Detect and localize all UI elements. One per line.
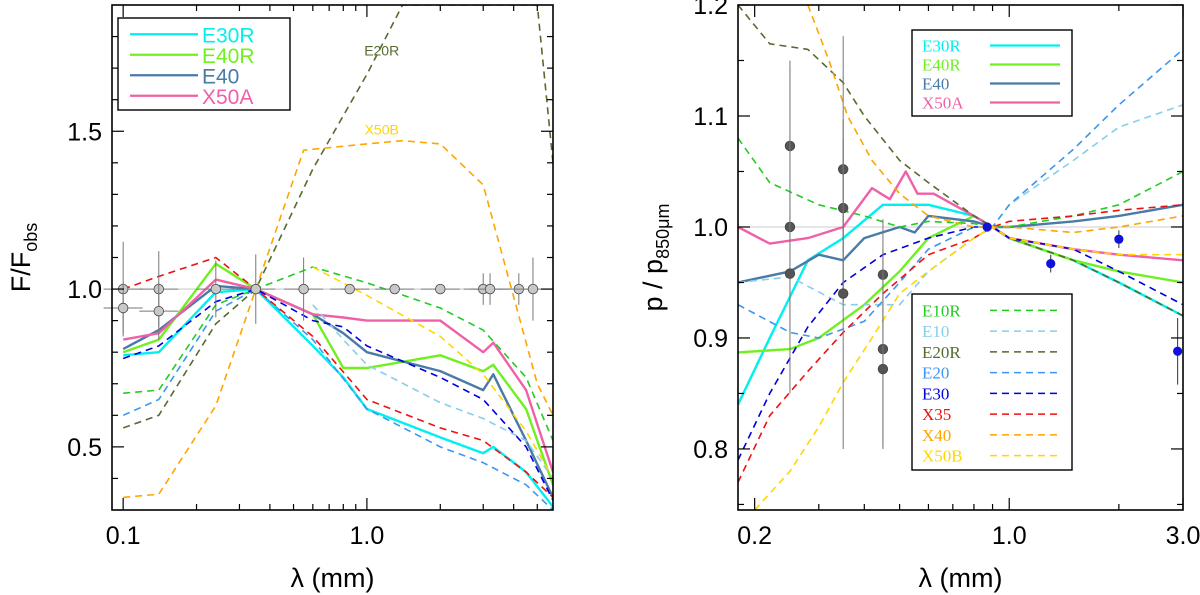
data-point (784, 268, 796, 279)
y-axis-label-subscript: obs (21, 223, 41, 252)
legend-box (911, 293, 1073, 471)
data-point (837, 288, 849, 299)
series-line-e10 (312, 304, 553, 479)
right-chart-panel: 0.2 1.0 3.0 0.8 0.9 1.0 1.1 1.2 λ (mm) p / p850μm… (638, 0, 1200, 593)
legend-label-e10: E10 (922, 322, 949, 341)
series-line-e30 (122, 288, 553, 501)
observations (784, 36, 1183, 449)
y-tick-label: 1.0 (693, 214, 728, 242)
y-axis-label: F/Fobs (6, 223, 41, 293)
data-point (153, 305, 164, 317)
data-point (250, 283, 261, 295)
x-tick-label: 3.0 (1166, 522, 1200, 550)
plot-area (738, 5, 1183, 510)
y-tick-label: 1.5 (67, 118, 102, 146)
series-line-e20r (122, 5, 553, 429)
annotation-e20r: E20R (364, 43, 399, 59)
legend-label-x35: X35 (922, 405, 951, 424)
legend-label-x40: X40 (922, 426, 951, 445)
legend-label-e40r: E40R (202, 45, 255, 68)
annotation-x50b: X50B (365, 121, 399, 137)
data-point (298, 283, 309, 295)
legend-label-x50a: X50A (922, 94, 964, 113)
ticks: 0.2 1.0 3.0 0.8 0.9 1.0 1.1 1.2 (693, 0, 1200, 550)
x-tick-label: 0.2 (737, 522, 772, 550)
series-line-e20r (738, 5, 1183, 317)
x-tick-label: 1.0 (350, 522, 385, 550)
data-point (389, 283, 400, 295)
y-axis-label-main: p / p (638, 259, 668, 312)
x-tick-label: 1.0 (992, 522, 1027, 550)
data-point (117, 302, 129, 314)
series-line-e10r (738, 137, 1183, 228)
legend-label-x50a: X50A (202, 86, 253, 109)
series-line-x35 (738, 204, 1183, 483)
left-chart-panel: 0.1 1.00.51.01.5λ (mm)F/FobsE20RX50BE30RE… (6, 4, 554, 593)
y-tick-label: 1.0 (67, 276, 102, 304)
series-line-e40r (738, 214, 1183, 354)
legend-label-e20: E20 (922, 364, 949, 383)
data-point (344, 283, 355, 295)
series-line-x40 (123, 139, 553, 499)
series-line-x40 (807, 5, 1183, 234)
legend-label-x50b: X50B (922, 447, 963, 466)
legend-label-e30: E30 (922, 384, 949, 403)
series-line-e30r (123, 287, 553, 508)
data-point (484, 283, 496, 295)
series-line-e40r (122, 262, 553, 486)
series-line-x50b (754, 226, 1183, 510)
y-axis-label-main: F/F (6, 252, 36, 293)
series-line-e10r (123, 266, 553, 441)
series-line-e20 (122, 288, 553, 510)
y-tick-label: 0.5 (67, 434, 102, 462)
data-point (1173, 346, 1183, 356)
series-line-x35 (122, 256, 553, 498)
legend-label-e20r: E20R (922, 343, 961, 362)
y-tick-label: 0.8 (693, 436, 728, 464)
x-axis-label: λ (mm) (291, 563, 375, 593)
series-line-x50a (122, 278, 553, 473)
y-axis-label-subscript: 850μm (653, 204, 673, 259)
data-point (877, 363, 889, 375)
y-tick-label: 1.1 (693, 103, 728, 131)
data-point (210, 283, 222, 295)
legend-label-e30r: E30R (202, 24, 255, 47)
legend-label-e40: E40 (922, 75, 949, 94)
legend-label-e10r: E10R (922, 301, 961, 320)
data-point (1114, 234, 1124, 244)
axis-frame (737, 4, 1184, 511)
legend-label-e40: E40 (202, 65, 239, 88)
series-line-e40 (122, 284, 553, 498)
data-point (982, 222, 992, 232)
data-point (527, 283, 539, 295)
plot-area (122, 5, 553, 510)
series-line-e20 (738, 48, 1183, 339)
legend-label-e40r: E40R (922, 56, 961, 75)
data-point (435, 283, 446, 295)
series-line-e30 (738, 226, 1183, 461)
ticks: 0.1 1.0 0.5 1.0 1.5 (67, 5, 553, 550)
y-axis-label: p / p850μm (638, 204, 673, 312)
x-axis-label: λ (mm) (919, 563, 1003, 593)
y-tick-label: 1.2 (693, 0, 728, 20)
x-tick-label: 0.1 (106, 522, 141, 550)
series-line-e40 (738, 203, 1183, 284)
series-line-x50b (312, 266, 553, 479)
data-point (1046, 259, 1056, 269)
y-tick-label: 0.9 (693, 325, 728, 353)
legend-label-e30r: E30R (922, 37, 961, 56)
